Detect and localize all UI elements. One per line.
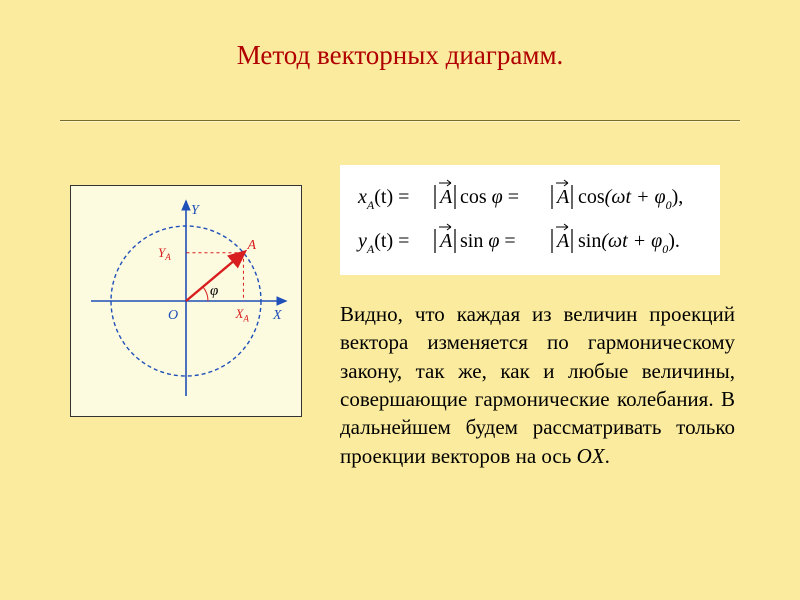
svg-text:O: O <box>168 308 178 323</box>
svg-text:yA(t) =: yA(t) = <box>356 230 409 256</box>
vector-diagram: Y X O A XA YA φ <box>70 185 302 417</box>
svg-text:A: A <box>246 238 256 253</box>
body-tail: . <box>605 444 610 468</box>
svg-text:YA: YA <box>158 245 171 262</box>
svg-text:φ: φ <box>210 283 218 299</box>
svg-text:XA: XA <box>234 306 249 323</box>
svg-text:sin(ωt + φ0).: sin(ωt + φ0). <box>578 230 680 256</box>
svg-text:A: A <box>438 186 453 208</box>
svg-text:A: A <box>438 230 453 252</box>
svg-text:A: A <box>555 230 570 252</box>
svg-text:X: X <box>272 308 282 323</box>
page-title: Метод векторных диаграмм. <box>0 40 800 71</box>
svg-text:xA(t) =: xA(t) = <box>357 186 409 212</box>
svg-text:A: A <box>555 186 570 208</box>
body-axis: OX <box>577 444 605 468</box>
svg-text:cos(ωt + φ0),: cos(ωt + φ0), <box>578 186 683 212</box>
svg-text:Y: Y <box>191 203 201 218</box>
body-paragraph: Видно, что каждая из величин проекций ве… <box>340 300 735 470</box>
divider <box>60 120 740 122</box>
svg-text:sin φ =: sin φ = <box>460 230 516 252</box>
svg-text:cos φ =: cos φ = <box>460 186 519 208</box>
formula-block: xA(t) = Acos φ = Acos(ωt + φ0), yA(t) = A… <box>340 165 720 275</box>
body-main: Видно, что каждая из величин проекций ве… <box>340 302 735 468</box>
